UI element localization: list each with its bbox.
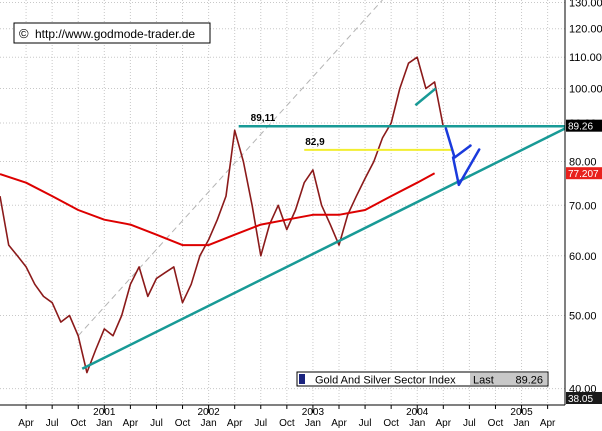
support-trendline (81, 127, 566, 370)
x-month-label: Apr (540, 418, 556, 429)
x-month-label: Apr (18, 418, 34, 429)
x-jan-label: Jan (96, 418, 112, 429)
x-year-label: 2004 (406, 407, 429, 418)
source-label-box: © http://www.godmode-trader.de (13, 22, 211, 44)
legend-series-name: Gold And Silver Sector Index (315, 375, 456, 387)
y-tick-label: 80.00 (569, 157, 597, 169)
x-month-label: Apr (227, 418, 243, 429)
x-year-label: 2001 (93, 407, 116, 418)
x-month-label: Oct (70, 418, 86, 429)
y-tick-label: 100.00 (569, 83, 602, 95)
legend-last-background (470, 373, 547, 385)
value-tag-background (566, 119, 602, 132)
x-year-label: 2005 (510, 407, 533, 418)
value-tag-label: 77.207 (568, 169, 599, 180)
legend-swatch (299, 374, 305, 384)
x-month-label: Oct (175, 418, 191, 429)
x-year-label: 2003 (302, 407, 325, 418)
y-tick-label: 130.00 (569, 0, 602, 10)
x-month-label: Oct (279, 418, 295, 429)
x-jan-label: Jan (409, 418, 425, 429)
x-month-label: Apr (331, 418, 347, 429)
y-tick-label: 120.00 (569, 24, 602, 36)
value-tags: 89.26 77.207 38.05 (566, 119, 602, 405)
x-jan-label: Jan (513, 418, 529, 429)
annotations: 89,11 82,9 (81, 87, 566, 370)
y-tick-label: 50.00 (569, 311, 597, 323)
x-month-label: Apr (436, 418, 452, 429)
x-month-label: Oct (488, 418, 504, 429)
value-tag-background (566, 167, 602, 180)
resistance-label: 89,11 (251, 113, 276, 124)
series-layer (0, 56, 445, 374)
value-tag-background (566, 392, 602, 404)
y-tick-label: 110.00 (569, 52, 602, 64)
short-trendline (414, 87, 437, 107)
x-month-label: Jul (254, 418, 267, 429)
projection-checkmark (451, 148, 481, 187)
legend-last-label: Last (473, 375, 494, 387)
x-month-label: Oct (383, 418, 399, 429)
x-axis: Apr Jul Oct Apr Jul Oct Apr Jul Oct Apr Jul Oct Apr J… (0, 404, 565, 429)
y-tick-label: 60.00 (569, 251, 597, 263)
moving-average-line (0, 172, 436, 247)
x-jan-label: Jan (201, 418, 217, 429)
guide-lines (77, 0, 383, 337)
projection-checkmark (444, 127, 472, 159)
x-month-label: Jul (46, 418, 59, 429)
y-tick-label: 70.00 (569, 200, 597, 212)
legend-last-value: 89.26 (515, 375, 543, 387)
x-year-label: 2002 (197, 407, 220, 418)
legend: Gold And Silver Sector Index Last 89.26 (296, 371, 549, 387)
x-month-label: Jul (359, 418, 372, 429)
channel-line (77, 0, 383, 337)
source-label: http://www.godmode-trader.de (35, 27, 195, 41)
value-tag-label: 89.26 (568, 122, 593, 133)
grid (0, 0, 565, 405)
x-jan-label: Jan (305, 418, 321, 429)
source-label-frame (13, 22, 211, 44)
price-series-line (0, 56, 445, 374)
value-tag-label: 38.05 (568, 394, 593, 405)
x-month-label: Jul (463, 418, 476, 429)
x-month-label: Jul (150, 418, 163, 429)
x-month-label: Apr (123, 418, 139, 429)
copyright-icon: © (19, 26, 29, 41)
support-level-label: 82,9 (305, 137, 325, 148)
